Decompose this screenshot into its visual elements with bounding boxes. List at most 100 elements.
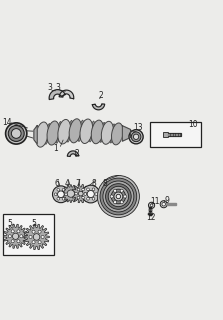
Circle shape — [84, 192, 87, 195]
Text: 12: 12 — [146, 213, 155, 222]
Circle shape — [12, 233, 19, 239]
Text: 1: 1 — [54, 144, 58, 153]
Circle shape — [67, 190, 74, 197]
Circle shape — [33, 234, 40, 240]
Text: 13: 13 — [133, 123, 143, 132]
Bar — [163, 132, 168, 137]
Circle shape — [103, 181, 134, 212]
Polygon shape — [122, 126, 130, 141]
Circle shape — [114, 189, 117, 192]
Circle shape — [8, 235, 11, 238]
Circle shape — [114, 192, 123, 201]
Circle shape — [20, 235, 23, 238]
Circle shape — [110, 195, 113, 198]
Text: 2: 2 — [99, 91, 104, 100]
Circle shape — [54, 193, 57, 196]
Ellipse shape — [112, 123, 123, 145]
Circle shape — [6, 123, 27, 144]
Text: 6: 6 — [54, 179, 59, 188]
Ellipse shape — [101, 121, 113, 144]
Circle shape — [87, 188, 89, 191]
Polygon shape — [130, 131, 136, 136]
Ellipse shape — [45, 124, 50, 144]
Circle shape — [62, 188, 65, 191]
Ellipse shape — [91, 120, 103, 144]
Circle shape — [29, 236, 32, 238]
Circle shape — [62, 197, 65, 200]
Text: 3: 3 — [47, 84, 52, 92]
Circle shape — [105, 184, 131, 209]
Text: 5: 5 — [31, 219, 36, 228]
Circle shape — [77, 196, 80, 199]
Text: 2: 2 — [74, 149, 79, 158]
Circle shape — [57, 197, 60, 200]
Circle shape — [82, 188, 85, 191]
Ellipse shape — [80, 119, 93, 143]
Polygon shape — [34, 125, 37, 144]
Circle shape — [32, 241, 35, 244]
Polygon shape — [92, 104, 105, 110]
Ellipse shape — [56, 122, 61, 143]
Ellipse shape — [89, 121, 94, 142]
Text: 9: 9 — [164, 196, 169, 205]
Text: 3: 3 — [56, 84, 60, 92]
Circle shape — [92, 188, 95, 191]
Polygon shape — [72, 184, 90, 203]
Circle shape — [52, 186, 69, 203]
Ellipse shape — [67, 120, 72, 142]
Polygon shape — [59, 90, 74, 99]
Circle shape — [120, 189, 123, 192]
Text: 8: 8 — [102, 179, 107, 188]
Text: 4: 4 — [65, 179, 70, 188]
Ellipse shape — [47, 121, 59, 145]
Text: 8: 8 — [92, 179, 96, 188]
Ellipse shape — [78, 120, 83, 141]
Ellipse shape — [69, 119, 81, 143]
Circle shape — [149, 202, 155, 208]
Circle shape — [82, 196, 85, 199]
Circle shape — [32, 230, 35, 233]
Circle shape — [17, 240, 20, 243]
Circle shape — [41, 236, 44, 238]
Circle shape — [124, 195, 127, 198]
Circle shape — [120, 201, 123, 204]
Circle shape — [95, 193, 97, 196]
Circle shape — [84, 193, 87, 196]
Circle shape — [92, 197, 95, 200]
Polygon shape — [168, 133, 181, 136]
Text: 7: 7 — [75, 179, 80, 188]
Circle shape — [111, 189, 126, 204]
Circle shape — [57, 188, 60, 191]
Circle shape — [160, 201, 167, 208]
Circle shape — [150, 204, 153, 207]
Bar — [3, 214, 54, 255]
Circle shape — [100, 178, 137, 215]
Circle shape — [11, 240, 14, 243]
Polygon shape — [167, 203, 176, 205]
Circle shape — [82, 185, 100, 203]
Circle shape — [129, 130, 143, 144]
Circle shape — [11, 230, 14, 233]
Polygon shape — [24, 224, 49, 250]
Circle shape — [131, 132, 141, 142]
Circle shape — [97, 175, 139, 218]
Circle shape — [38, 241, 41, 244]
Circle shape — [58, 191, 64, 197]
Circle shape — [65, 193, 67, 196]
Polygon shape — [49, 90, 65, 100]
Polygon shape — [62, 185, 80, 203]
Circle shape — [162, 203, 165, 206]
Circle shape — [116, 194, 121, 199]
Circle shape — [38, 230, 41, 233]
Bar — [151, 123, 201, 147]
Text: 11: 11 — [150, 197, 160, 206]
Circle shape — [87, 190, 94, 197]
Ellipse shape — [58, 119, 70, 144]
Text: 10: 10 — [188, 120, 198, 129]
Polygon shape — [3, 224, 28, 248]
Text: 14: 14 — [2, 118, 12, 127]
Circle shape — [133, 134, 139, 140]
Circle shape — [8, 125, 24, 141]
Polygon shape — [67, 151, 79, 156]
Ellipse shape — [36, 122, 48, 147]
